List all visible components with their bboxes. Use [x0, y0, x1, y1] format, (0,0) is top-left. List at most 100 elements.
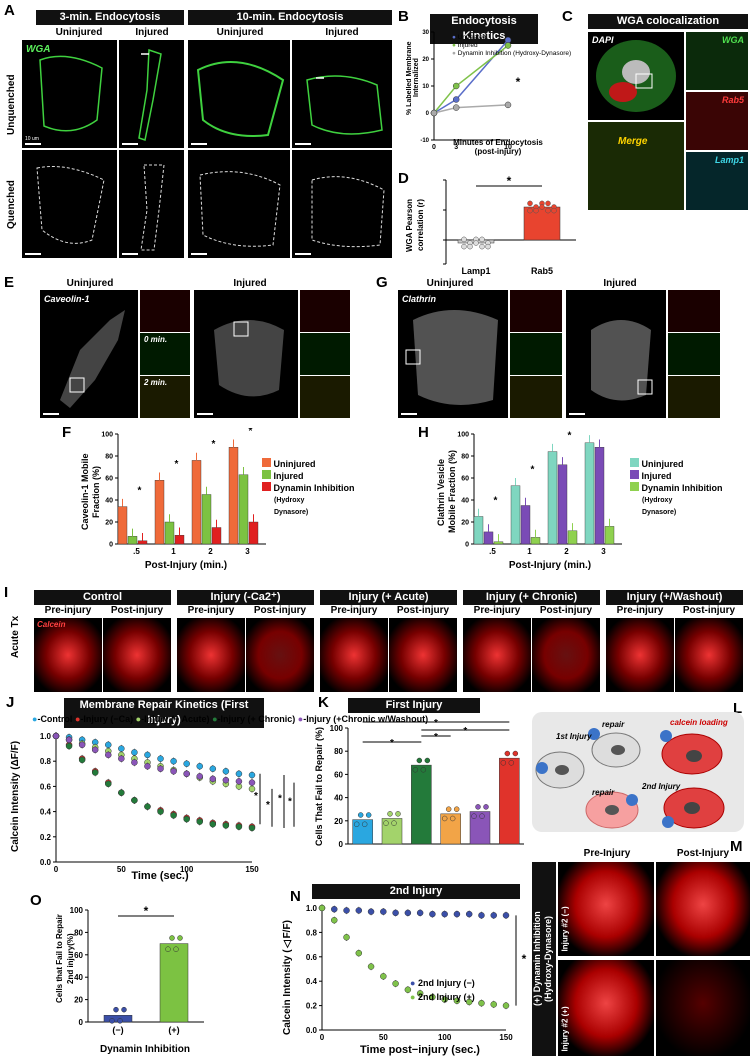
calcein-label: Calcein: [37, 620, 66, 629]
panel-j-xlabel: Time (sec.): [131, 870, 189, 882]
j-point: [235, 823, 243, 830]
wga-label: WGA: [26, 44, 51, 55]
k-point: [416, 757, 423, 764]
o-star: *: [144, 904, 149, 918]
time-2-label: 2 min.: [144, 378, 168, 387]
j-point: [105, 780, 112, 788]
step-1st-injury: 1st Injury: [556, 732, 592, 741]
xtick-label: 1: [171, 547, 176, 556]
j-point: [196, 818, 203, 825]
n-point: [490, 912, 497, 919]
panel-h-ylabel-2: Mobile Fraction (%): [447, 450, 457, 534]
panel-o-ylabel: Cells that Fail to Repair 2nd injury(%): [54, 904, 78, 1014]
k-point: [475, 804, 481, 810]
micrograph-c-wga: WGA: [686, 32, 748, 90]
j-point: [170, 768, 177, 775]
panel-i-micrograph: Calcein: [34, 618, 102, 692]
panel-b-xlabel: Minutes of Endocytosis (post-injury): [448, 138, 548, 156]
k-sig-star: *: [434, 718, 438, 729]
d-point: [467, 243, 473, 250]
n-ytick-label: 0.2: [306, 1002, 318, 1011]
n-point: [441, 910, 448, 918]
legend-j-control: ●-Control: [32, 714, 73, 724]
panel-i-group-header: Injury (+ Chronic): [463, 590, 600, 605]
sig-star: *: [175, 459, 179, 470]
n-xtick-label: 100: [438, 1033, 452, 1042]
j-point: [144, 803, 151, 810]
panel-k-ylabel: Cells That Fail to Repair (%): [314, 726, 324, 846]
micrograph-g-uninjured: Clathrin: [398, 290, 508, 418]
d-point: [479, 243, 485, 250]
o-point: [113, 1006, 119, 1013]
ytick-label: 100: [101, 432, 113, 439]
k-point: [441, 815, 448, 822]
panel-f-label: F: [62, 424, 72, 441]
j-point: [209, 820, 217, 828]
o-point: [117, 1018, 123, 1024]
panel-o-ylabel-2: 2nd injury(%): [66, 933, 75, 985]
bar: [604, 526, 615, 545]
bar: [164, 521, 175, 545]
chart-n: 0.0 0.2 0.4 0.6 0.8 1.0 0 50 100 150 *: [306, 904, 527, 1042]
j-point: [209, 775, 217, 783]
panel-i-group-header: Injury (+/Washout): [606, 590, 743, 605]
legend-f-injured: Injured: [262, 470, 355, 482]
bar: [228, 447, 239, 545]
panel-i-phase-label: Post-injury: [253, 605, 307, 616]
panel-e-injured: Injured: [233, 278, 267, 289]
o-category-label: (−): [112, 1025, 123, 1035]
j-point: [183, 760, 190, 767]
o-ytick-label: 20: [74, 996, 83, 1005]
micrograph-a-unquenched-injured-3: [119, 40, 184, 148]
zoom-g-uninjured-3: [510, 376, 562, 418]
zoom-e-uninjured-3: 2 min.: [140, 376, 190, 418]
xtick-label: 1: [527, 547, 532, 556]
legend-n-plus: ● 2nd Injury (+): [410, 992, 475, 1002]
chart-k: 0 20 40 60 80 100 * * * *: [330, 718, 524, 849]
j-point: [144, 762, 151, 770]
panel-o-xlabel: Dynamin Inhibition: [100, 1044, 190, 1055]
k-sig-star: *: [463, 726, 467, 737]
n-point: [392, 980, 399, 987]
o-ytick-label: 100: [70, 906, 84, 915]
n-point: [331, 905, 338, 913]
ytick-label: 80: [461, 454, 469, 461]
panel-n-label: N: [290, 888, 301, 905]
d-point: [527, 200, 533, 207]
j-xtick-label: 100: [180, 865, 194, 874]
bar: [248, 521, 259, 545]
j-point: [248, 779, 256, 786]
panel-i-group-header: Injury (-Ca2⁺): [177, 590, 314, 605]
n-point: [429, 910, 436, 918]
j-xtick-label: 150: [245, 865, 259, 874]
k-point: [420, 767, 427, 773]
j-sig-star: *: [278, 794, 282, 805]
zoom-g-uninjured-1: [510, 290, 562, 332]
zoom-e-uninjured-2: 0 min.: [140, 333, 190, 375]
panel-a-uninjured-3: Uninjured: [55, 27, 103, 38]
panel-f-ylabel-2: Fraction (%): [91, 466, 101, 519]
k-point: [395, 811, 401, 817]
k-point: [479, 813, 485, 819]
n-point: [355, 907, 363, 914]
j-point: [235, 778, 243, 785]
panel-a-injured-3: Injured: [135, 27, 169, 38]
ytick-label: 20: [461, 520, 469, 527]
panel-a-header-10min: 10-min. Endocytosis: [188, 10, 392, 25]
n-point: [404, 909, 412, 917]
legend-h-uninjured: Uninjured: [630, 458, 723, 470]
j-point: [65, 742, 73, 750]
k-ytick-label: 40: [334, 794, 343, 803]
ytick-label: 60: [105, 476, 113, 483]
bar: [483, 531, 494, 545]
legend-injured: ● Injured: [452, 42, 478, 49]
k-point: [445, 806, 452, 812]
legend-j-injury-ca: ●-Injury (−Ca): [74, 714, 134, 724]
k-point: [508, 760, 515, 766]
j-point: [157, 808, 164, 815]
panel-m-label: M: [730, 838, 743, 855]
panel-c-title: WGA colocalization: [588, 14, 748, 29]
k-point: [391, 820, 397, 826]
micrograph-a-unquenched-uninjured-10: [188, 40, 290, 148]
time-0-label: 0 min.: [144, 335, 168, 344]
